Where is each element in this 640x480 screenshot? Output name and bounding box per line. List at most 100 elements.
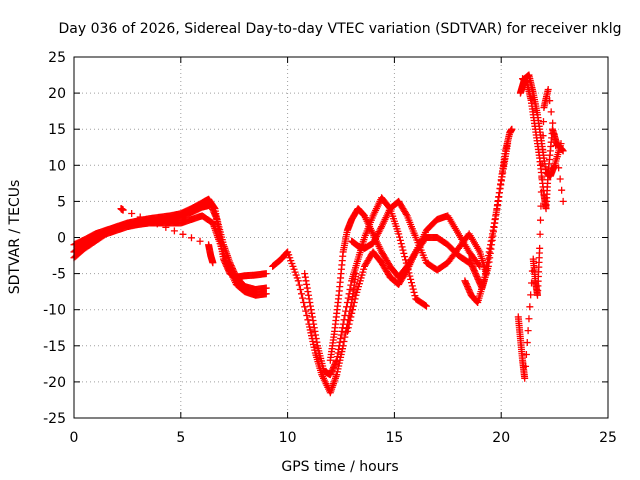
- data-point: [539, 118, 547, 126]
- data-point: [348, 309, 356, 317]
- series-wave-e: [348, 197, 490, 278]
- data-point: [343, 327, 351, 335]
- data-point: [294, 277, 302, 285]
- data-point: [559, 197, 567, 205]
- data-point: [396, 233, 404, 241]
- y-tick-label: 0: [57, 231, 66, 247]
- x-tick-label: 20: [492, 430, 510, 446]
- data-point: [549, 119, 557, 127]
- x-tick-label: 15: [385, 430, 403, 446]
- data-point: [537, 216, 545, 224]
- data-point: [343, 298, 351, 306]
- chart-title: Day 036 of 2026, Sidereal Day-to-day VTE…: [59, 21, 622, 37]
- data-point: [536, 230, 544, 238]
- data-point: [398, 243, 406, 251]
- data-point: [411, 292, 419, 300]
- data-point: [262, 270, 270, 278]
- data-point: [342, 307, 350, 315]
- data-point: [187, 234, 195, 242]
- data-point: [523, 339, 531, 347]
- data-point: [552, 141, 560, 149]
- data-point: [345, 320, 353, 328]
- data-point: [347, 281, 355, 289]
- data-point: [508, 125, 516, 133]
- data-point: [396, 236, 404, 244]
- data-point: [339, 320, 347, 328]
- data-point: [536, 244, 544, 252]
- axis-ticks: [73, 56, 609, 419]
- data-point: [559, 147, 567, 155]
- data-point: [341, 333, 349, 341]
- data-point: [522, 362, 530, 370]
- y-tick-label: 5: [57, 194, 66, 210]
- data-point: [303, 311, 311, 319]
- data-point: [349, 306, 357, 314]
- grid: [74, 57, 608, 418]
- series-track-c: [70, 212, 270, 299]
- data-point: [170, 227, 178, 235]
- data-point: [538, 174, 546, 182]
- series-rise-b: [461, 140, 512, 306]
- data-point: [525, 315, 533, 323]
- data-point: [119, 206, 127, 214]
- data-point: [397, 240, 405, 248]
- data-point: [346, 285, 354, 293]
- data-point: [537, 202, 545, 210]
- data-point: [546, 97, 554, 105]
- data-point: [344, 294, 352, 302]
- y-tick-label: 25: [48, 50, 66, 66]
- series-late-c: [514, 85, 567, 382]
- y-tick-label: -25: [43, 411, 66, 427]
- data-point: [402, 256, 410, 264]
- data-point: [521, 374, 529, 382]
- data-point: [345, 290, 353, 298]
- data-point: [402, 210, 410, 218]
- data-point: [349, 302, 357, 310]
- data-point: [504, 140, 512, 148]
- data-point: [341, 311, 349, 319]
- series-spikes-early: [117, 205, 217, 267]
- data-point: [302, 307, 310, 315]
- data-point: [400, 249, 408, 257]
- data-point: [304, 316, 312, 324]
- y-axis-label: SDTVAR / TECUs: [7, 180, 23, 295]
- y-tick-label: -15: [43, 339, 66, 355]
- data-point: [209, 259, 217, 267]
- data-point: [297, 290, 305, 298]
- data-point: [408, 282, 416, 290]
- y-tick-label: -10: [43, 303, 66, 319]
- data-point: [401, 253, 409, 261]
- data-point: [547, 108, 555, 116]
- data-point: [340, 316, 348, 324]
- series-dip-b: [301, 194, 430, 379]
- data-point: [128, 210, 136, 218]
- data-point: [538, 160, 546, 168]
- data-point: [524, 327, 532, 335]
- x-tick-label: 5: [176, 430, 185, 446]
- y-tick-label: 15: [48, 122, 66, 138]
- data-point: [407, 279, 415, 287]
- data-point: [350, 298, 358, 306]
- data-point: [407, 275, 415, 283]
- data-point: [555, 164, 563, 172]
- x-tick-labels: 0 5 10 15 20 25: [70, 430, 617, 446]
- data-point: [527, 291, 535, 299]
- y-tick-label: -20: [43, 375, 66, 391]
- data-point: [409, 285, 417, 293]
- data-point: [145, 216, 153, 224]
- y-tick-label: -5: [52, 267, 66, 283]
- data-point: [556, 175, 564, 183]
- data-point: [395, 230, 403, 238]
- data-point: [537, 188, 545, 196]
- data-point: [421, 301, 429, 309]
- y-tick-label: 20: [48, 86, 66, 102]
- data-point: [196, 237, 204, 245]
- y-tick-labels: -25 -20 -15 -10 -5 0 5 10 15 20 25: [43, 50, 66, 427]
- data-point: [301, 303, 309, 311]
- data-point: [553, 153, 561, 161]
- data-point: [422, 302, 430, 310]
- plot-points: [70, 71, 567, 397]
- x-axis-label: GPS time / hours: [281, 459, 398, 475]
- data-point: [136, 213, 144, 221]
